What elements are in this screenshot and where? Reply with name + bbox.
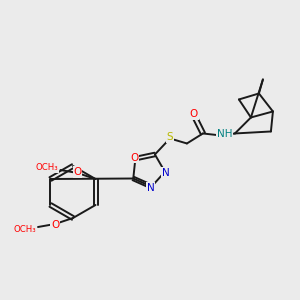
Text: N: N bbox=[162, 168, 170, 178]
Text: O: O bbox=[74, 167, 82, 177]
Text: O: O bbox=[130, 153, 139, 163]
Text: OCH₃: OCH₃ bbox=[36, 164, 58, 172]
Text: S: S bbox=[167, 133, 173, 142]
Text: O: O bbox=[190, 110, 198, 119]
Text: OCH₃: OCH₃ bbox=[13, 224, 36, 233]
Text: N: N bbox=[147, 183, 154, 193]
Text: NH: NH bbox=[217, 130, 233, 140]
Text: O: O bbox=[51, 220, 59, 230]
